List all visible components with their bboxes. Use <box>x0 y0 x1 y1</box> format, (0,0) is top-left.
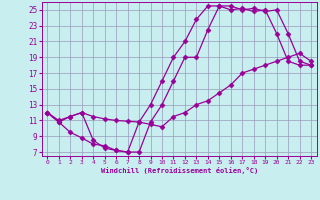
X-axis label: Windchill (Refroidissement éolien,°C): Windchill (Refroidissement éolien,°C) <box>100 167 258 174</box>
